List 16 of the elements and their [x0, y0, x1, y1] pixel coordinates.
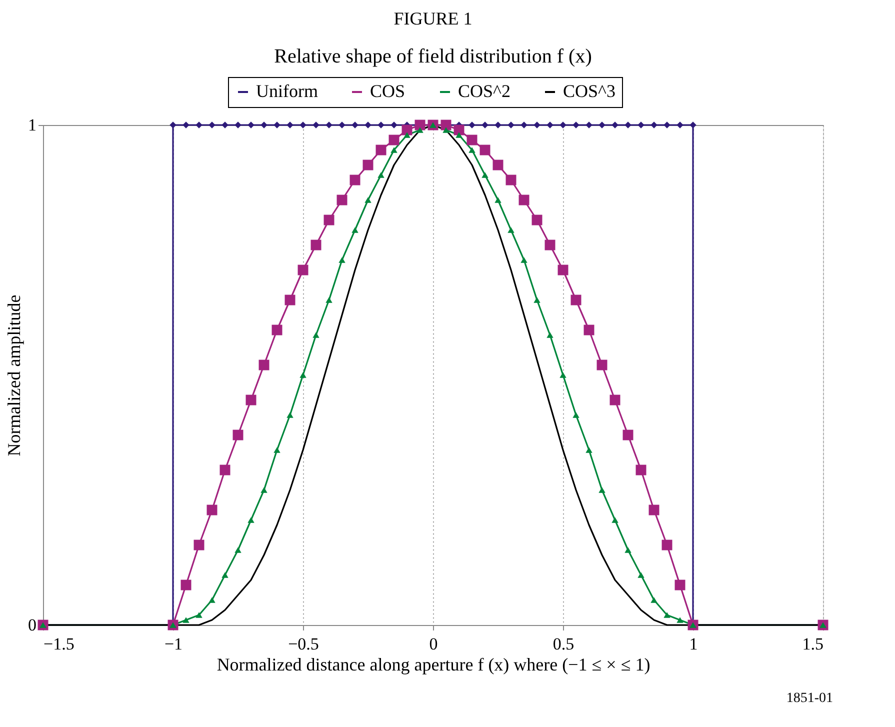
x-tick-label: −1.5: [44, 634, 74, 654]
chart-title: FIGURE 1: [394, 8, 472, 28]
x-tick-label: −0.5: [288, 634, 319, 654]
chart-subtitle: Relative shape of field distribution f (x): [274, 46, 592, 68]
legend-label: COS^2: [458, 81, 510, 101]
legend-label: COS^3: [563, 81, 616, 101]
x-tick-label: 0: [429, 634, 438, 654]
legend-label: COS: [370, 81, 406, 101]
x-tick-label: 0.5: [552, 634, 574, 654]
x-axis-title: Normalized distance along aperture f (x) where (−1 ≤ × ≤ 1): [216, 654, 650, 674]
text: 1851-01: [786, 691, 833, 706]
x-tick-label: 1.5: [802, 634, 824, 654]
legend-label: Uniform: [256, 81, 318, 101]
y-axis-title: Normalized amplitude: [4, 294, 24, 456]
x-tick-label: −1: [164, 634, 183, 654]
x-tick-label: 1: [689, 634, 698, 654]
